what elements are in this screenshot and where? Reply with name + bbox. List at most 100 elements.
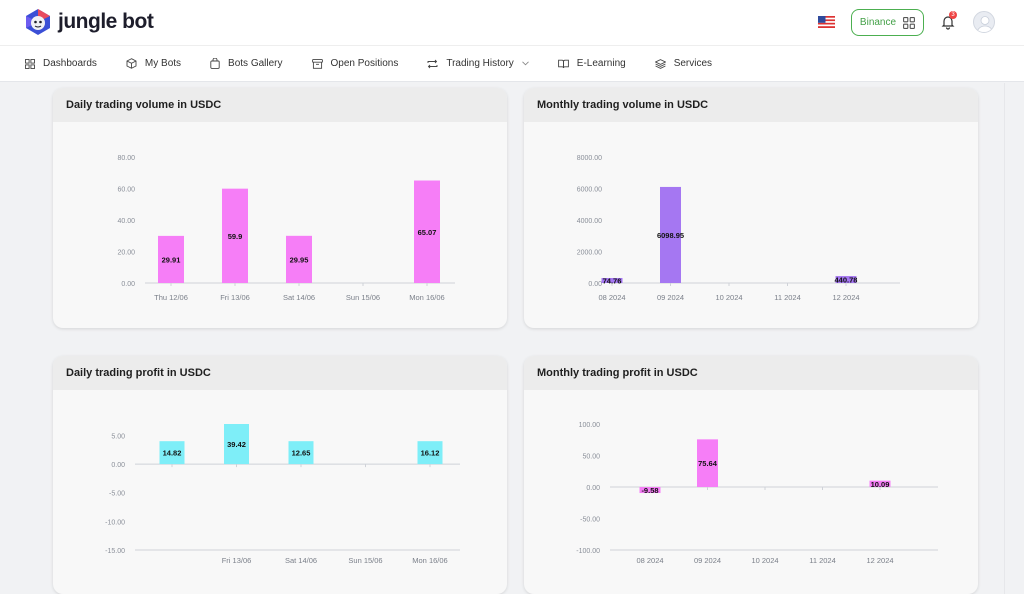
- x-tick-label: 09 2024: [694, 556, 721, 565]
- main-nav: Dashboards My Bots Bots Gallery Open Pos…: [0, 45, 1024, 82]
- bar[interactable]: [417, 441, 443, 465]
- bar[interactable]: [158, 235, 184, 283]
- bar[interactable]: [869, 480, 891, 487]
- bar-value-label: -9.58: [641, 486, 658, 495]
- card-title: Daily trading profit in USDC: [53, 356, 507, 390]
- y-tick-label: 6000.00: [577, 187, 602, 194]
- exchange-label: Binance: [859, 17, 897, 28]
- bar-value-label: 59.9: [228, 232, 243, 241]
- x-tick-label: Mon 16/06: [409, 293, 444, 302]
- y-tick-label: 0.00: [586, 485, 600, 492]
- nav-item-e-learning[interactable]: E-Learning: [557, 58, 626, 69]
- nav-item-label: E-Learning: [576, 58, 626, 69]
- layers-icon: [654, 58, 666, 69]
- nav-item-label: Trading History: [446, 58, 514, 69]
- daily-volume-chart: 80.00 60.00 40.00 20.00 0.00 Thu 12/06 29.91 Fr…: [117, 155, 455, 302]
- bar-value-label: 75.64: [698, 459, 718, 468]
- x-tick-label: Fri 13/06: [220, 293, 250, 302]
- nav-item-label: My Bots: [144, 58, 182, 69]
- chevron-down-icon: [521, 61, 529, 66]
- bar-value-label: 14.82: [163, 449, 182, 458]
- monkey-logo-icon: [26, 9, 50, 35]
- bar[interactable]: [222, 188, 248, 283]
- x-tick-label: Mon 16/06: [412, 556, 447, 565]
- bar-value-label: 6098.95: [657, 231, 684, 240]
- user-avatar[interactable]: [973, 11, 995, 33]
- nav-item-label: Bots Gallery: [228, 58, 283, 69]
- y-tick-label: -100.00: [576, 548, 600, 555]
- y-tick-label: 0.00: [588, 281, 602, 288]
- x-tick-label: 11 2024: [774, 293, 801, 302]
- nav-item-trading-history[interactable]: Trading History: [427, 58, 529, 69]
- brand-name: jungle bot: [58, 10, 154, 33]
- card-title: Daily trading volume in USDC: [53, 88, 507, 122]
- daily-profit-chart: 5.00 0.00 -5.00 -10.00 -15.00 14.82 Fri 13/06 3…: [105, 424, 460, 565]
- bar[interactable]: [601, 278, 623, 283]
- x-tick-label: 09 2024: [657, 293, 684, 302]
- y-tick-label: -5.00: [109, 491, 125, 498]
- y-tick-label: -10.00: [105, 519, 125, 526]
- bar[interactable]: [414, 180, 440, 283]
- bar[interactable]: [288, 441, 314, 465]
- y-tick-label: 4000.00: [577, 218, 602, 225]
- scrollbar-track[interactable]: [1004, 83, 1024, 594]
- x-tick-label: Sat 14/06: [283, 293, 315, 302]
- nav-item-dashboards[interactable]: Dashboards: [25, 58, 97, 69]
- daily-profit-card: Daily trading profit in USDC 5.00 0.00 -5.…: [53, 356, 507, 594]
- x-tick-label: Fri 13/06: [222, 556, 252, 565]
- monthly-profit-chart: 100.00 50.00 0.00 -50.00 -100.00 08 2024 -9.58…: [576, 422, 938, 565]
- y-tick-label: 0.00: [121, 281, 135, 288]
- x-tick-label: Sun 15/06: [346, 293, 380, 302]
- dashboard-grid-icon: [25, 58, 35, 69]
- x-tick-label: 11 2024: [809, 556, 836, 565]
- nav-item-open-positions[interactable]: Open Positions: [311, 58, 399, 69]
- nav-item-bots-gallery[interactable]: Bots Gallery: [210, 58, 283, 69]
- bar[interactable]: [159, 441, 185, 465]
- bar-value-label: 65.07: [418, 228, 437, 237]
- brand-logo[interactable]: jungle bot: [24, 8, 154, 36]
- user-icon: [976, 16, 994, 32]
- book-open-icon: [557, 59, 569, 68]
- bar[interactable]: [639, 487, 661, 494]
- cube-icon: [126, 58, 137, 69]
- y-tick-label: -50.00: [580, 517, 600, 524]
- bar[interactable]: [697, 439, 718, 487]
- exchange-selector-button[interactable]: Binance: [851, 9, 924, 36]
- notification-count-badge: 3: [949, 11, 957, 19]
- bar-value-label: 39.42: [227, 440, 246, 449]
- bar-value-label: 440.78: [835, 276, 858, 285]
- x-tick-label: 08 2024: [598, 293, 625, 302]
- monthly-profit-card: Monthly trading profit in USDC 100.00 50.…: [524, 356, 978, 594]
- x-tick-label: Thu 12/06: [154, 293, 188, 302]
- bar[interactable]: [286, 235, 312, 283]
- archive-icon: [311, 58, 323, 69]
- nav-item-label: Services: [673, 58, 713, 69]
- us-flag-icon[interactable]: [818, 16, 835, 28]
- y-tick-label: 5.00: [111, 433, 125, 440]
- grid-icon: [903, 16, 916, 29]
- bar[interactable]: [835, 276, 857, 283]
- bar[interactable]: [224, 424, 249, 465]
- x-tick-label: 10 2024: [751, 556, 778, 565]
- y-tick-label: 20.00: [117, 250, 135, 257]
- card-title: Monthly trading profit in USDC: [524, 356, 978, 390]
- x-tick-label: Sat 14/06: [285, 556, 317, 565]
- bar[interactable]: [660, 186, 681, 283]
- monthly-volume-card: Monthly trading volume in USDC 8000.00 60…: [524, 88, 978, 328]
- nav-item-label: Dashboards: [43, 58, 97, 69]
- bar-value-label: 10.09: [871, 480, 890, 489]
- daily-volume-card: Daily trading volume in USDC 80.00 60.00 4…: [53, 88, 507, 328]
- y-tick-label: 80.00: [117, 155, 135, 162]
- bar-value-label: 29.91: [162, 255, 181, 264]
- y-tick-label: -15.00: [105, 548, 125, 555]
- top-bar: jungle bot Binance 3: [0, 0, 1024, 45]
- bar-value-label: 74.76: [603, 277, 622, 286]
- y-tick-label: 100.00: [579, 422, 601, 429]
- nav-item-services[interactable]: Services: [654, 58, 713, 69]
- monthly-volume-chart: 8000.00 6000.00 4000.00 2000.00 0.00 08 2024 7…: [577, 155, 900, 302]
- nav-item-label: Open Positions: [330, 58, 399, 69]
- nav-item-my-bots[interactable]: My Bots: [126, 58, 181, 69]
- bar-value-label: 16.12: [421, 449, 440, 458]
- y-tick-label: 0.00: [111, 462, 125, 469]
- x-tick-label: Sun 15/06: [348, 556, 382, 565]
